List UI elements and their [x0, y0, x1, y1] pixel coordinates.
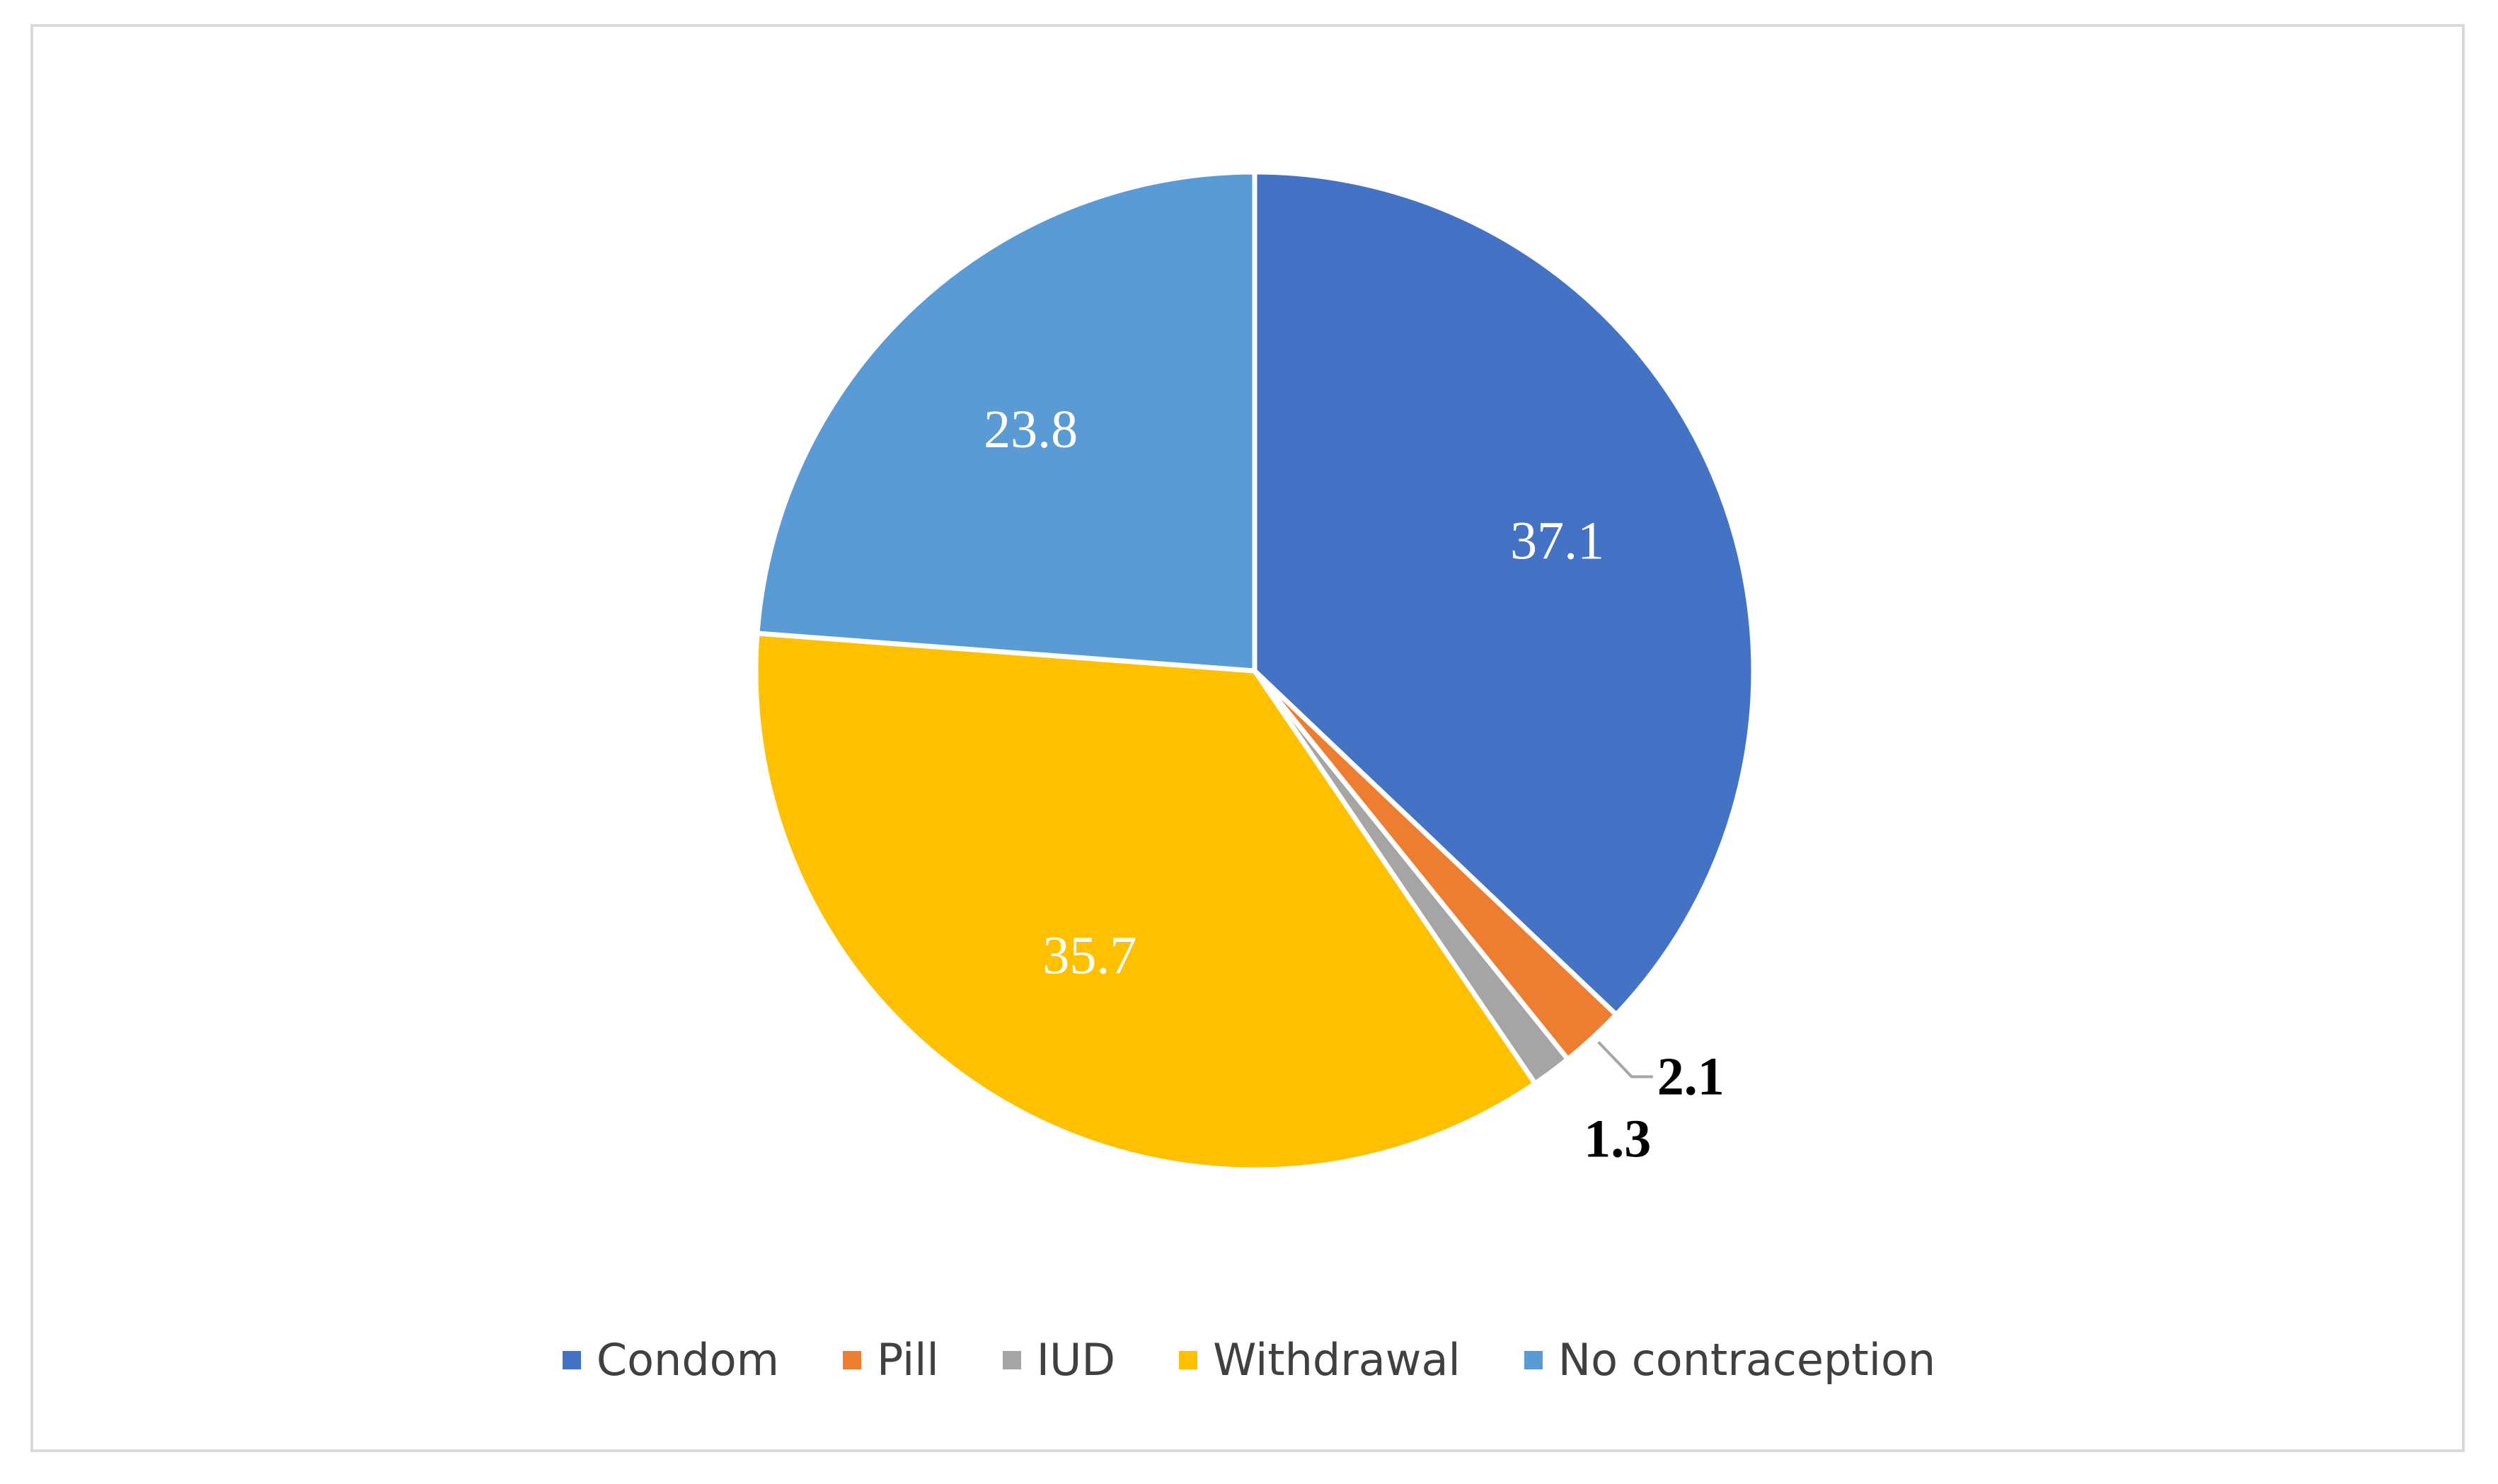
legend-item-withdrawal: Withdrawal: [1179, 1334, 1461, 1386]
legend-label-condom: Condom: [596, 1334, 780, 1386]
data-labels: 37.1 2.11.3 35.7 23.8: [984, 400, 1725, 1169]
legend-label-withdrawal: Withdrawal: [1213, 1334, 1461, 1386]
legend-swatch-iud: [1002, 1350, 1021, 1369]
legend: Condom Pill IUD Withdrawal No contracept…: [0, 1334, 2498, 1386]
legend-swatch-condom: [562, 1350, 581, 1369]
legend-item-condom: Condom: [562, 1334, 780, 1386]
leader-line-pill: [1597, 1041, 1653, 1079]
pie-slice-no-contraception: [754, 169, 1257, 674]
data-label-no-contraception: 23.8: [984, 400, 1078, 459]
pie-slice-condom: [1252, 169, 1756, 1018]
legend-swatch-pill: [843, 1350, 862, 1369]
pie-slice-withdrawal: [753, 631, 1538, 1173]
legend-swatch-no-contraception: [1524, 1350, 1543, 1369]
data-label-condom: 37.1: [1510, 512, 1604, 571]
legend-swatch-withdrawal: [1179, 1350, 1198, 1369]
legend-label-iud: IUD: [1036, 1334, 1116, 1386]
data-label-pill: 2.1: [1657, 1047, 1725, 1106]
legend-label-pill: Pill: [877, 1334, 939, 1386]
legend-item-iud: IUD: [1002, 1334, 1116, 1386]
data-label-withdrawal: 35.7: [1042, 926, 1136, 986]
legend-item-pill: Pill: [843, 1334, 939, 1386]
legend-label-no-contraception: No contraception: [1558, 1334, 1936, 1386]
legend-item-no-contraception: No contraception: [1524, 1334, 1935, 1386]
data-label-iud: 1.3: [1584, 1109, 1651, 1168]
leader-lines: [1597, 1041, 1653, 1079]
pie-slices: [753, 169, 1756, 1173]
